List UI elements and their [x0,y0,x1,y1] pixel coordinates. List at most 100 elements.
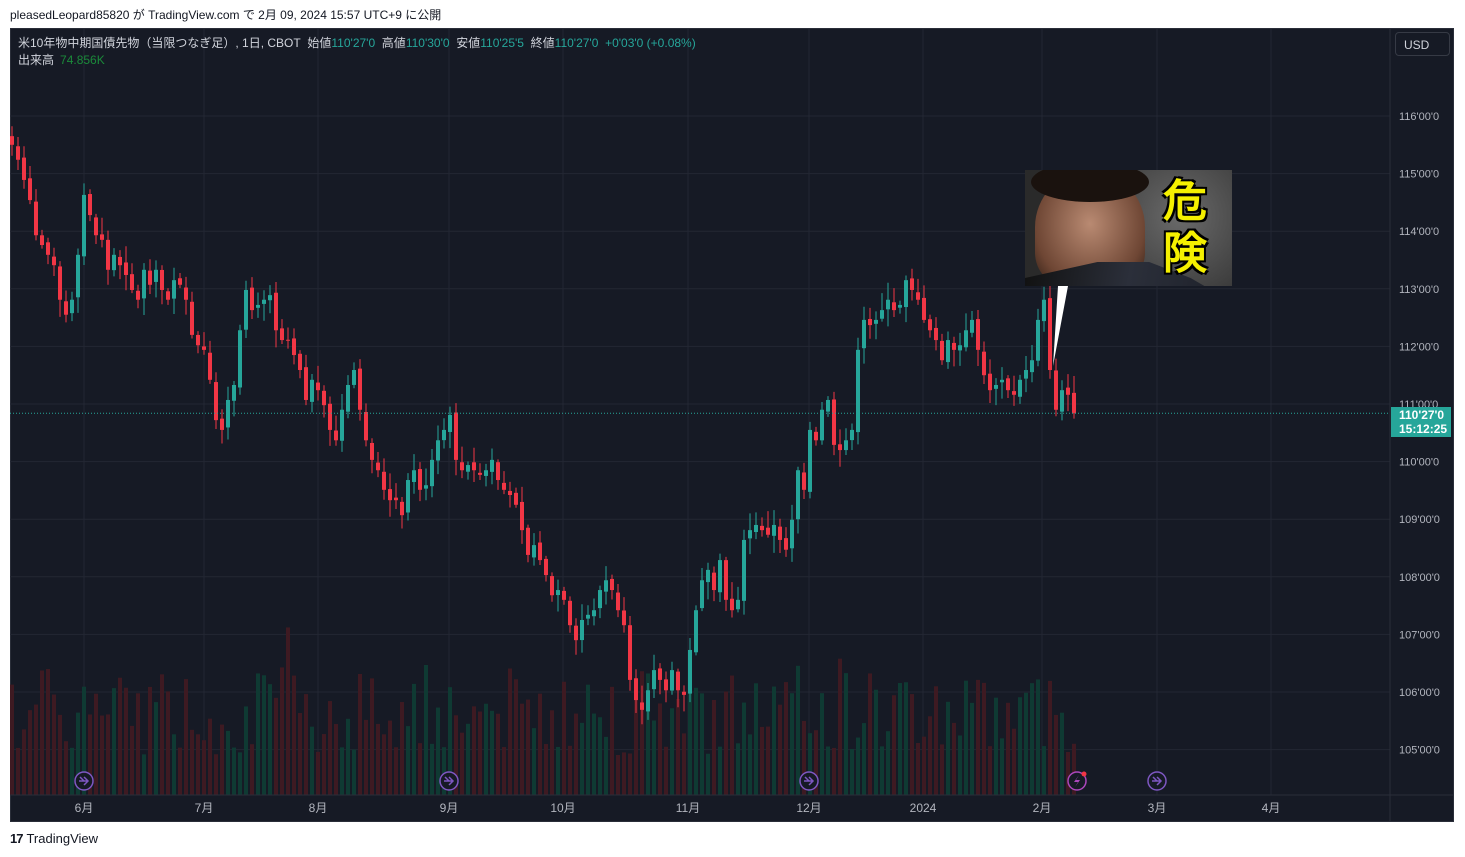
volume-bar [610,686,614,795]
candle-body [268,295,272,301]
candle-body [388,489,392,501]
arrow-glyph [79,776,90,786]
volume-bar [556,746,560,795]
volume-bar [406,726,410,795]
candle-body [844,440,848,451]
candle-body [760,525,764,531]
candle-body [994,384,998,389]
volume-bar [352,749,356,795]
candle-body [508,490,512,496]
price-tick-label: 113'00'0 [1399,284,1439,296]
volume-bar [88,714,92,795]
volume-bar [742,702,746,795]
currency-button[interactable]: USD [1395,32,1450,56]
symbol-legend: 米10年物中期国債先物（当限つなぎ足）, 1日, CBOT 始値110'27'0… [18,34,696,51]
candle-body [274,292,278,331]
candle-body [538,542,542,561]
time-tick-label: 4月 [1262,801,1281,815]
candle-body [454,412,458,460]
low-label: 安値 [456,36,481,50]
volume-bar [706,753,710,795]
volume-bar [346,718,350,795]
volume-bar [958,735,962,795]
candle-body [292,338,296,356]
volume-bar [70,747,74,795]
volume-bar [46,668,50,795]
volume-bar [172,734,176,795]
candle-body [622,610,626,626]
volume-bar [646,673,650,795]
volume-bar [376,723,380,795]
volume-bar [316,751,320,795]
candle-body [10,136,14,145]
tradingview-logo[interactable]: 17 TradingView [10,831,98,846]
volume-bar [262,675,266,795]
candle-body [178,278,182,285]
volume-bar [598,717,602,795]
volume-bar [982,682,986,795]
volume-bar [934,686,938,795]
low-value: 110'25'5 [480,36,524,50]
candle-body [262,299,266,304]
volume-bar [250,744,254,795]
volume-bar [994,697,998,795]
volume-bar [748,734,752,795]
danger-text: 危険 [1163,176,1207,279]
volume-bar [274,697,278,795]
candle-body [316,382,320,391]
bar-countdown: 15:12:25 [1399,422,1448,436]
volume-bar [436,707,440,795]
candle-body [226,399,230,428]
candle-body [106,239,110,270]
candle-body [598,590,602,609]
volume-bar [448,687,452,795]
volume-bar [232,747,236,795]
candle-body [904,280,908,308]
volume-bar [166,691,170,795]
candle-body [244,289,248,330]
volume-bar [136,693,140,795]
volume-bar [1030,683,1034,795]
candle-body [28,178,32,201]
candle-body [304,367,308,400]
candle-body [100,234,104,240]
volume-bar [502,747,506,795]
volume-bar [940,744,944,795]
volume-bar [34,704,38,795]
candle-body [682,691,686,695]
volume-bar [886,731,890,795]
volume-bar [838,658,842,795]
volume-bar [898,683,902,795]
price-tick-label: 112'00'0 [1399,341,1439,353]
volume-bar [298,712,302,795]
time-tick-label: 2月 [1033,801,1052,815]
volume-bar [220,724,224,795]
price-tick-label: 106'00'0 [1399,687,1440,699]
candle-body [280,328,284,341]
candle-body [604,580,608,592]
candle-body [916,292,920,300]
candle-body [190,301,194,335]
volume-bar [862,723,866,795]
candle-body [850,429,854,441]
volume-bar [664,746,668,795]
candle-body [826,399,830,412]
volume-bar [532,728,536,795]
candle-body [1072,392,1076,414]
candle-body [628,625,632,680]
candle-body [64,301,68,315]
candle-body [1024,370,1028,379]
time-tick-label: 2024 [910,801,937,815]
volume-bar [730,675,734,795]
volume-bar [496,713,500,795]
candle-body [688,649,692,694]
candle-body [802,472,806,490]
change-value: +0'03'0 (+0.08%) [605,36,696,50]
high-label: 高値 [381,36,406,50]
candle-body [964,330,968,348]
candle-body [406,480,410,513]
candle-body [814,431,818,441]
candle-body [484,470,488,476]
volume-bar [418,743,422,795]
